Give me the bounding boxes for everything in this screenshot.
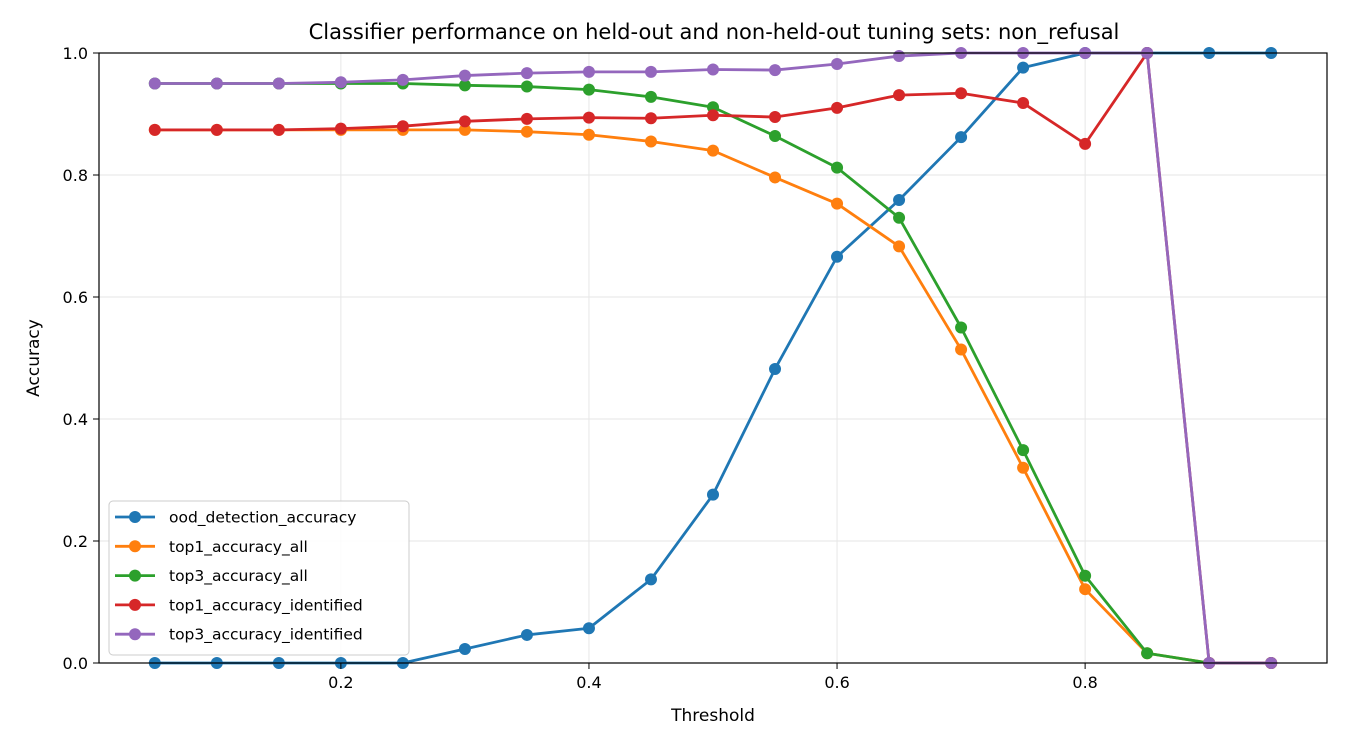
legend-marker [129,540,141,553]
data-point [831,57,844,70]
data-point [396,73,409,86]
legend-item: top3_accuracy_identified [115,626,363,645]
y-tick-label: 0.0 [63,654,88,673]
data-point [458,79,471,92]
data-point [955,321,968,334]
x-tick-label: 0.4 [576,673,601,692]
legend-marker [129,628,141,641]
legend-item: top1_accuracy_all [115,538,308,557]
legend-label: top3_accuracy_all [169,567,308,586]
data-point [1079,583,1092,596]
legend-label: top1_accuracy_identified [169,596,363,615]
y-axis-label: Accuracy [24,319,44,397]
legend: ood_detection_accuracy top1_accuracy_allt… [108,500,410,656]
x-tick-label: 0.6 [824,673,849,692]
data-point [582,622,595,635]
data-point [1079,137,1092,150]
data-point [458,69,471,82]
data-point [1017,97,1030,110]
y-tick-label: 0.2 [63,532,88,551]
data-point [148,123,161,136]
data-point [955,131,968,144]
legend-item: top1_accuracy_identified [115,596,363,615]
data-point [644,90,657,103]
data-point [955,87,968,100]
data-point [272,77,285,90]
y-tick-label: 0.8 [63,166,88,185]
legend-marker [129,569,141,582]
data-point [272,123,285,136]
data-point [1017,61,1030,74]
data-point [148,77,161,90]
data-point [1079,569,1092,582]
data-point [644,573,657,586]
y-tick-label: 0.4 [63,410,88,429]
data-point [955,343,968,356]
y-tick-label: 0.6 [63,288,88,307]
plot-frame [98,52,1328,664]
legend-marker [129,598,141,611]
data-point [644,112,657,125]
data-point [334,76,347,89]
legend-label: top3_accuracy_identified [169,626,363,645]
data-point [893,194,906,207]
ticks: 0.2 0.4 0.6 0.8 0.0 0.2 0.4 0.6 0.8 1.0 [63,44,1098,692]
data-point [458,115,471,128]
data-point [520,67,533,80]
data-point [210,123,223,136]
data-point [582,83,595,96]
data-point [458,642,471,655]
y-tick-label: 1.0 [63,44,88,63]
data-point [831,161,844,174]
data-point [769,111,782,124]
data-point [769,64,782,77]
data-point [831,250,844,263]
data-point [707,109,719,122]
data-point [769,171,782,184]
data-point [707,63,719,76]
data-point [1017,444,1030,457]
grid [99,53,1327,663]
data-point [396,120,409,133]
legend-item: ood_detection_accuracy [115,509,356,528]
data-point [893,89,906,102]
data-point [520,112,533,125]
data-point [582,65,595,78]
data-point [893,211,906,224]
data-point [1141,647,1154,660]
legend-item: top3_accuracy_all [115,567,308,586]
chart-title: Classifier performance on held-out and n… [309,20,1120,45]
legend-box [108,500,410,656]
data-point [893,240,906,253]
data-point [831,197,844,210]
data-point [582,128,595,141]
x-tick-label: 0.8 [1072,673,1097,692]
data-point [520,628,533,641]
data-point [831,101,844,114]
legend-label: ood_detection_accuracy [169,509,356,528]
data-point [458,123,471,136]
legend-label: top1_accuracy_all [169,538,308,557]
data-point [707,144,719,157]
data-point [707,488,719,501]
data-point [582,111,595,124]
data-point [520,80,533,93]
data-point [334,122,347,135]
data-point [893,50,906,63]
data-point [644,65,657,78]
data-point [644,135,657,148]
x-axis-label: Threshold [670,706,755,726]
data-point [1017,461,1030,474]
x-tick-label: 0.2 [328,673,353,692]
data-point [520,125,533,138]
legend-marker [129,511,141,523]
data-point [769,362,782,375]
data-point [210,77,223,90]
data-point [769,129,782,142]
